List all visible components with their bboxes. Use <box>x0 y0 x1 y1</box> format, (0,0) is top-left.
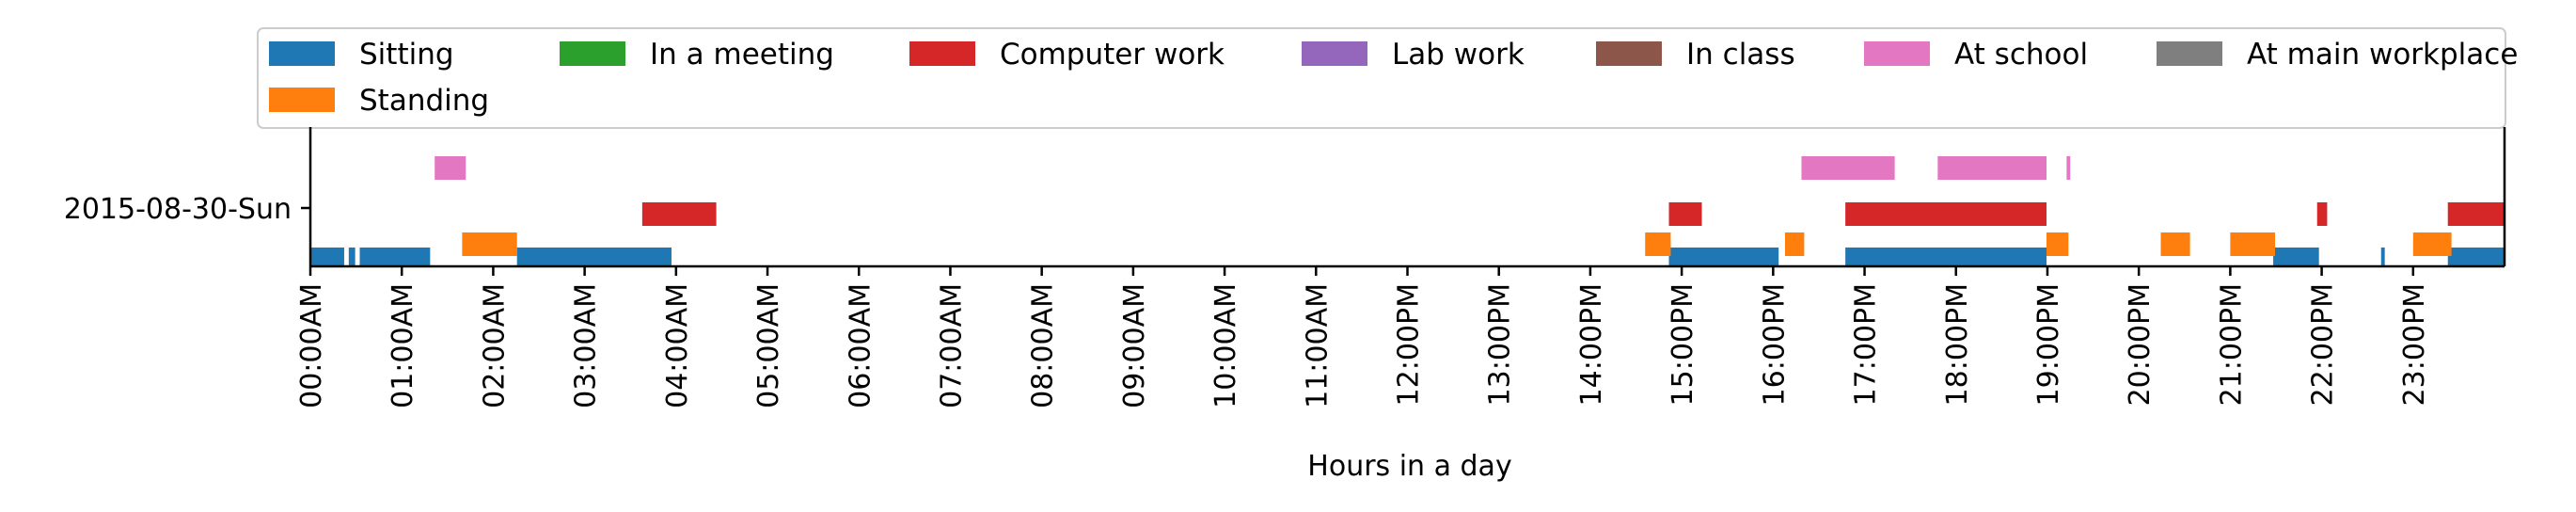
legend-item-standing: Standing <box>269 84 489 118</box>
legend-item-at-main-workplace: At main workplace <box>2157 38 2518 72</box>
x-tick-label: 09:00AM <box>1118 283 1151 408</box>
y-axis: 2015-08-30-Sun <box>64 127 2506 266</box>
bar-computer-work-1 <box>1668 202 1702 226</box>
x-tick-label: 16:00PM <box>1758 283 1791 406</box>
bar-sitting-6 <box>2273 248 2319 266</box>
legend-swatch-at-main-workplace <box>2157 41 2222 66</box>
x-tick-label: 19:00PM <box>2032 283 2065 406</box>
x-tick-label: 08:00AM <box>1027 283 1060 408</box>
bar-sitting-2 <box>359 248 431 266</box>
bar-sitting-0 <box>310 248 344 266</box>
legend-label-computer-work: Computer work <box>1000 38 1225 72</box>
bar-standing-3 <box>2046 232 2069 256</box>
bar-computer-work-2 <box>1845 202 2047 226</box>
legend-swatch-in-class <box>1596 41 1662 66</box>
x-tick-label: 22:00PM <box>2307 283 2340 406</box>
bar-standing-4 <box>2160 232 2190 256</box>
x-tick-label: 07:00AM <box>935 283 968 408</box>
x-tick-label: 13:00PM <box>1484 283 1517 406</box>
legend-item-sitting: Sitting <box>269 38 454 72</box>
x-axis-label: Hours in a day <box>1307 450 1511 483</box>
plot-area <box>310 156 2505 266</box>
bar-computer-work-0 <box>641 202 717 226</box>
legend: Sitting In a meeting Computer work Lab work… <box>257 27 2518 129</box>
x-tick-label: 01:00AM <box>387 283 419 408</box>
legend-swatch-in-a-meeting <box>560 41 625 66</box>
x-tick-label: 02:00AM <box>478 283 511 408</box>
x-tick-label: 04:00AM <box>661 283 694 408</box>
bar-standing-1 <box>1645 232 1671 256</box>
bar-standing-6 <box>2412 232 2440 256</box>
legend-swatch-computer-work <box>909 41 975 66</box>
bar-computer-work-3 <box>2316 202 2328 226</box>
x-tick-label: 11:00AM <box>1301 283 1334 408</box>
y-tick-label: 2015-08-30-Sun <box>64 193 292 226</box>
series-computer-work <box>641 202 2505 226</box>
series-at-school <box>435 156 2071 180</box>
x-axis: 00:00AM 01:00AM 02:00AM 03:00AM 04:00AM 05:00… <box>295 264 2505 408</box>
x-tick-label: 00:00AM <box>295 283 328 408</box>
legend-label-in-a-meeting: In a meeting <box>650 38 834 72</box>
bar-computer-work-4 <box>2447 202 2505 226</box>
bar-sitting-3 <box>516 248 672 266</box>
legend-item-in-a-meeting: In a meeting <box>560 38 834 72</box>
bar-standing-2 <box>1784 232 1805 256</box>
bar-at-school-0 <box>435 156 466 180</box>
bar-sitting-8 <box>2447 248 2505 266</box>
bar-standing-7 <box>2439 232 2452 256</box>
x-tick-label: 15:00PM <box>1667 283 1699 406</box>
legend-label-at-school: At school <box>1954 38 2088 72</box>
bar-at-school-3 <box>2066 156 2071 180</box>
bar-standing-5 <box>2230 232 2276 256</box>
bar-at-school-1 <box>1801 156 1895 180</box>
bar-sitting-7 <box>2380 248 2385 266</box>
legend-swatch-at-school <box>1864 41 1930 66</box>
series-sitting <box>310 248 2505 266</box>
x-tick-label: 03:00AM <box>570 283 603 408</box>
bar-sitting-1 <box>348 248 356 266</box>
x-tick-label: 10:00AM <box>1209 283 1242 408</box>
bar-sitting-4 <box>1668 248 1779 266</box>
x-tick-label: 20:00PM <box>2124 283 2157 406</box>
x-tick-label: 05:00AM <box>752 283 785 408</box>
bar-standing-0 <box>462 232 517 256</box>
series-standing <box>462 232 2452 256</box>
x-tick-label: 17:00PM <box>1850 283 1883 406</box>
legend-item-lab-work: Lab work <box>1302 38 1525 72</box>
x-tick-label: 23:00PM <box>2398 283 2431 406</box>
x-tick-label: 12:00PM <box>1393 283 1426 406</box>
legend-label-at-main-workplace: At main workplace <box>2247 38 2518 72</box>
legend-item-at-school: At school <box>1864 38 2088 72</box>
bar-at-school-2 <box>1937 156 2047 180</box>
x-tick-label: 14:00PM <box>1575 283 1608 406</box>
x-tick-label: 06:00AM <box>844 283 877 408</box>
x-tick-label: 21:00PM <box>2215 283 2248 406</box>
legend-label-lab-work: Lab work <box>1392 38 1525 72</box>
x-tick-label: 18:00PM <box>1941 283 1974 406</box>
legend-swatch-lab-work <box>1302 41 1367 66</box>
legend-label-sitting: Sitting <box>359 38 454 72</box>
legend-label-in-class: In class <box>1686 38 1795 72</box>
legend-swatch-sitting <box>269 41 335 66</box>
legend-frame <box>257 27 2506 129</box>
legend-label-standing: Standing <box>359 84 489 118</box>
bar-sitting-5 <box>1845 248 2047 266</box>
legend-swatch-standing <box>269 88 335 112</box>
legend-item-computer-work: Computer work <box>909 38 1225 72</box>
legend-item-in-class: In class <box>1596 38 1795 72</box>
